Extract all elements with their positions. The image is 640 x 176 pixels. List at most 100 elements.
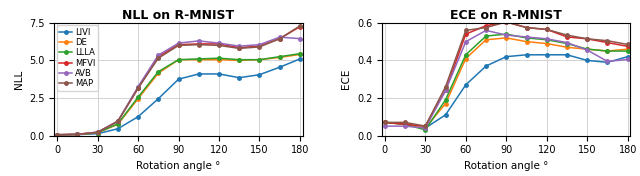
LLLA [114, 123, 122, 125]
MAP [93, 131, 101, 133]
LLLA [543, 39, 550, 41]
Line: DE: DE [56, 53, 301, 137]
DE [584, 48, 591, 50]
AVB [563, 42, 571, 44]
LLLA [296, 53, 304, 55]
AVB [93, 131, 101, 133]
MFVI [381, 121, 388, 123]
LIVI [543, 54, 550, 56]
DE [134, 98, 142, 100]
AVB [624, 58, 632, 61]
Y-axis label: NLL: NLL [13, 70, 24, 89]
LLLA [604, 50, 611, 52]
DE [604, 50, 611, 52]
DE [236, 59, 243, 61]
LLLA [422, 129, 429, 131]
AVB [502, 34, 510, 36]
DE [624, 48, 632, 50]
LLLA [502, 33, 510, 35]
DE [523, 41, 531, 43]
LLLA [523, 37, 531, 39]
MFVI [563, 36, 571, 38]
MAP [175, 44, 182, 46]
LIVI [134, 116, 142, 118]
LIVI [74, 134, 81, 136]
AVB [543, 38, 550, 40]
AVB [215, 42, 223, 44]
MFVI [543, 28, 550, 30]
MFVI [422, 125, 429, 127]
MAP [482, 27, 490, 29]
LLLA [482, 35, 490, 37]
MAP [523, 27, 531, 29]
Line: AVB: AVB [56, 35, 301, 137]
AVB [296, 38, 304, 40]
DE [563, 46, 571, 48]
DE [74, 133, 81, 136]
MFVI [276, 38, 284, 40]
AVB [276, 36, 284, 38]
LIVI [442, 114, 449, 116]
LIVI [381, 121, 388, 123]
Line: MFVI: MFVI [56, 25, 301, 137]
LIVI [604, 61, 611, 63]
LIVI [523, 54, 531, 56]
MAP [584, 38, 591, 40]
MFVI [502, 21, 510, 23]
LIVI [255, 74, 263, 76]
DE [442, 103, 449, 105]
LIVI [422, 127, 429, 129]
LLLA [134, 96, 142, 98]
MFVI [215, 43, 223, 45]
LLLA [74, 133, 81, 136]
AVB [462, 41, 470, 43]
DE [296, 53, 304, 55]
Line: MAP: MAP [56, 24, 301, 137]
MFVI [624, 45, 632, 47]
LLLA [255, 59, 263, 61]
DE [276, 56, 284, 58]
DE [401, 123, 409, 125]
MFVI [74, 133, 81, 135]
LLLA [462, 54, 470, 56]
LIVI [276, 66, 284, 68]
LIVI [236, 77, 243, 79]
Title: NLL on R-MNIST: NLL on R-MNIST [122, 9, 235, 22]
AVB [74, 133, 81, 135]
AVB [584, 49, 591, 51]
LIVI [215, 73, 223, 75]
Line: AVB: AVB [383, 29, 629, 130]
MFVI [442, 89, 449, 92]
DE [255, 59, 263, 61]
LLLA [584, 48, 591, 50]
LLLA [624, 50, 632, 52]
Line: MFVI: MFVI [383, 20, 629, 128]
MAP [53, 134, 61, 136]
MAP [236, 47, 243, 49]
Line: LLLA: LLLA [383, 32, 629, 132]
MFVI [401, 123, 409, 125]
MAP [255, 46, 263, 48]
MFVI [523, 27, 531, 29]
DE [53, 134, 61, 136]
LLLA [53, 134, 61, 136]
MFVI [195, 43, 203, 45]
LIVI [624, 56, 632, 58]
MAP [134, 87, 142, 89]
AVB [442, 89, 449, 92]
LLLA [401, 123, 409, 125]
MFVI [154, 56, 162, 58]
DE [502, 37, 510, 39]
DE [195, 59, 203, 61]
MAP [422, 125, 429, 127]
LLLA [381, 121, 388, 123]
AVB [154, 54, 162, 56]
MAP [401, 121, 409, 123]
MAP [154, 57, 162, 59]
LIVI [584, 59, 591, 61]
MAP [563, 34, 571, 36]
Line: LLLA: LLLA [56, 52, 301, 137]
LIVI [482, 65, 490, 67]
LLLA [195, 58, 203, 60]
MAP [215, 44, 223, 46]
